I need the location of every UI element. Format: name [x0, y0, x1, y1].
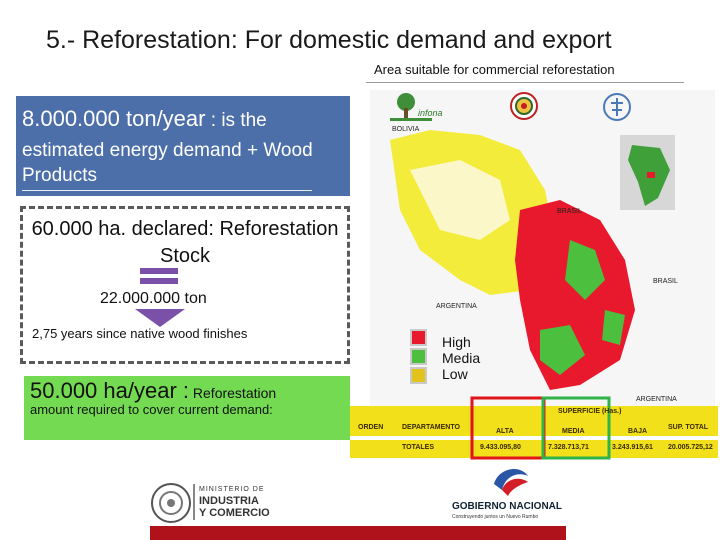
ministry-seal-icon	[151, 483, 191, 523]
target-label: Reforestation	[189, 385, 277, 401]
map-caption: Area suitable for commercial reforestati…	[374, 62, 615, 77]
target-subtext: amount required to cover current demand:	[30, 402, 273, 417]
table-totals-baja: 3.243.915,61	[612, 444, 653, 451]
map-label-argentina-south: ARGENTINA	[636, 396, 677, 403]
table-totals-label: TOTALES	[402, 444, 435, 451]
gobierno-word: GOBIERNO	[452, 501, 507, 512]
demand-suffix: : is the	[205, 110, 267, 131]
gobierno-tagline: Construyendo juntos un Nuevo Rumbo	[452, 514, 539, 520]
table-header-media: MEDIA	[562, 428, 585, 435]
table-header-sup-total: SUP. TOTAL	[668, 424, 709, 431]
paraguay-map-graphic	[370, 90, 715, 408]
caption-divider	[366, 82, 684, 83]
legend-swatch-low	[410, 367, 427, 384]
ministry-line2: INDUSTRIA	[199, 495, 259, 507]
gobierno-nacional-emblem	[494, 469, 528, 496]
fao-logo	[603, 93, 631, 121]
arrow-down-icon	[135, 309, 185, 327]
target-headline: 50.000 ha/year : Reforestation	[30, 378, 276, 404]
ministry-divider	[193, 484, 195, 520]
slide-title: 5.- Reforestation: For domestic demand a…	[46, 26, 612, 54]
legend-swatch-media	[410, 348, 427, 365]
table-header-departamento: DEPARTAMENTO	[402, 424, 460, 431]
target-figure: 50.000 ha/year :	[30, 378, 190, 403]
table-totals-media: 7.328.713,71	[548, 444, 589, 451]
legend-swatch-high	[410, 329, 427, 346]
equals-icon	[140, 268, 178, 286]
demand-headline: 8.000.000 ton/year : is the	[22, 106, 267, 132]
table-header-baja: BAJA	[628, 428, 648, 435]
legend-label-low: Low	[442, 366, 468, 382]
demand-box	[16, 96, 350, 196]
legend-labels: High Media Low	[442, 334, 480, 382]
map-label-brasil-east: BRASIL	[653, 278, 678, 285]
stock-box	[20, 206, 350, 364]
demand-figure: 8.000.000 ton/year	[22, 106, 206, 131]
demand-description: estimated energy demand + Wood Products	[22, 140, 313, 186]
table-header-alta: ALTA	[496, 428, 514, 435]
gobierno-nacional-wordmark: GOBIERNO NACIONAL	[452, 501, 562, 512]
ministry-line1: MINISTERIO DE	[199, 486, 265, 493]
ministry-line3: Y COMERCIO	[199, 507, 270, 519]
surface-table: ORDEN DEPARTAMENTO SUPERFICIE (Has.) ALT…	[350, 384, 718, 460]
stock-years: 2,75 years since native wood finishes	[32, 326, 248, 341]
map-label-brasil-north: BRASIL	[557, 208, 582, 215]
map-label-bolivia: BOLIVIA	[392, 126, 420, 133]
legend-label-media: Media	[442, 350, 481, 366]
legend-label-high: High	[442, 334, 471, 350]
footer-strip	[150, 526, 566, 540]
map-label-argentina-west: ARGENTINA	[436, 303, 477, 310]
stock-tons: 22.000.000 ton	[100, 290, 207, 307]
table-totals-sup-total: 20.005.725,12	[668, 444, 713, 451]
surface-table-graphic	[350, 396, 718, 460]
infona-label: infona	[418, 108, 443, 118]
stock-title: 60.000 ha. declared: Reforestation Stock	[31, 218, 339, 267]
demand-underline	[22, 190, 312, 191]
target-box	[24, 376, 350, 440]
table-header-superficie: SUPERFICIE (Has.)	[558, 408, 622, 415]
reforestation-map: infona BOLIVIA BRASIL BRASIL ARGENTINA A…	[370, 90, 715, 408]
paraguay-seal-icon	[510, 92, 538, 120]
nacional-word: NACIONAL	[509, 501, 563, 512]
table-totals-alta: 9.433.095,80	[480, 444, 521, 451]
table-header-orden: ORDEN	[358, 424, 384, 431]
infona-logo	[390, 93, 432, 121]
